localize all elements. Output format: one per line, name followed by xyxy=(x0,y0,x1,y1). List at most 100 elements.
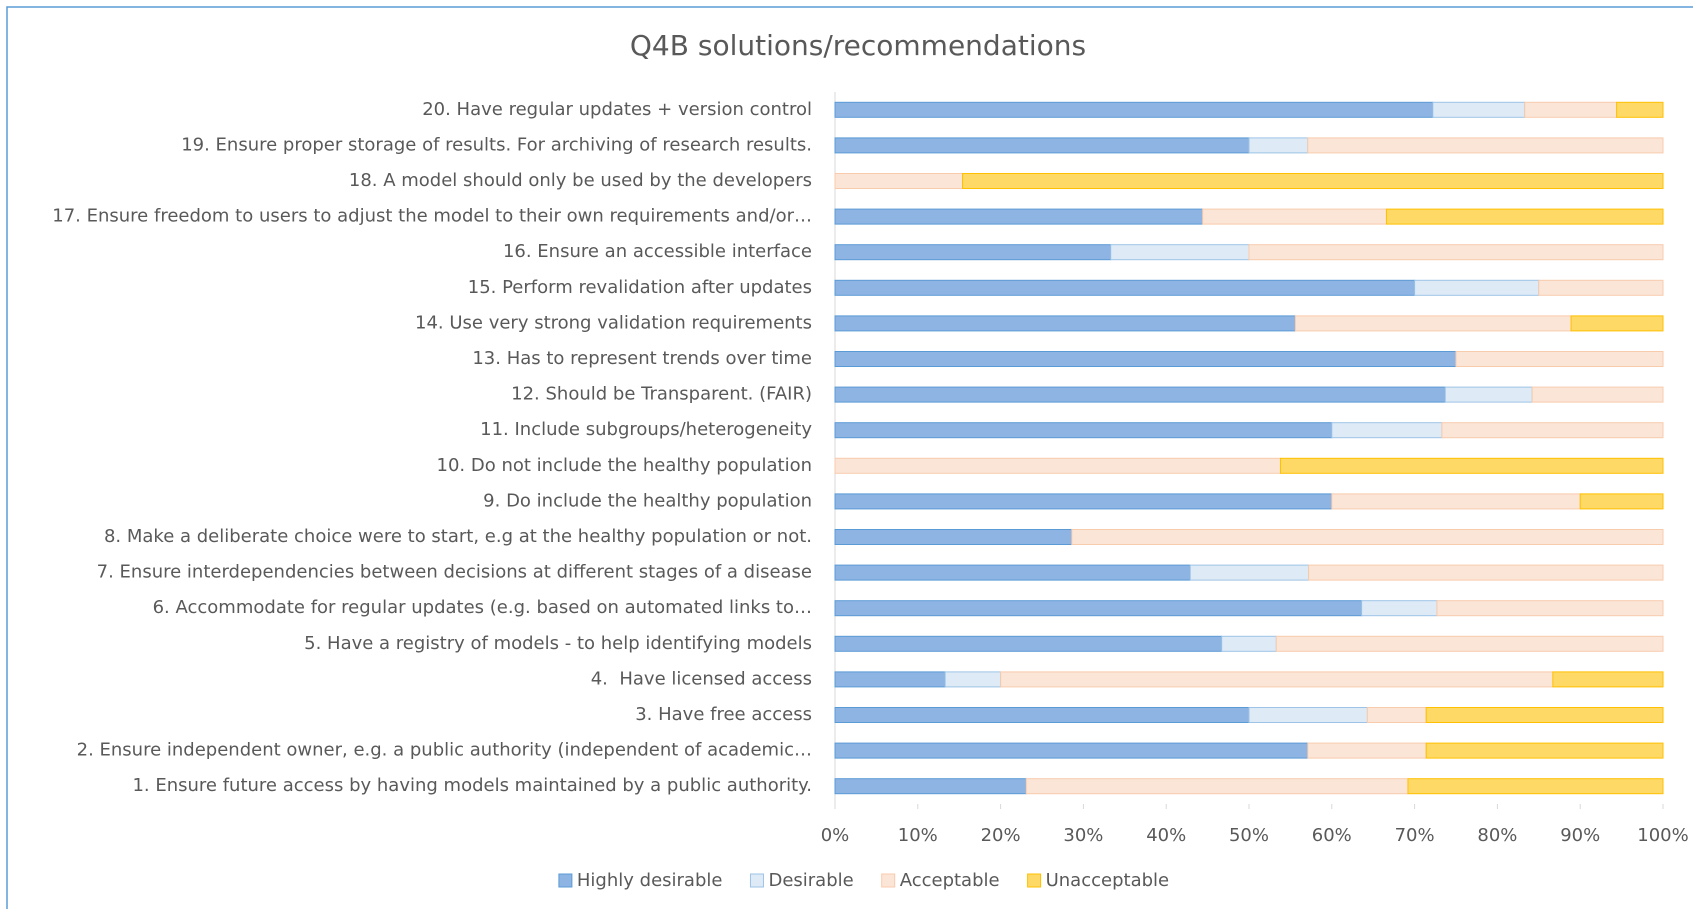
bar-segment xyxy=(1000,671,1554,688)
bar-segment xyxy=(1331,493,1581,510)
y-tick-label: 19. Ensure proper storage of results. Fo… xyxy=(181,134,812,155)
bar-segment xyxy=(834,778,1027,795)
bar-segment xyxy=(1331,422,1443,439)
bar-segment xyxy=(1444,386,1533,403)
bar-segment xyxy=(1436,600,1664,617)
bar-segment xyxy=(1407,778,1664,795)
bar-segment xyxy=(834,529,1073,545)
legend-label: Acceptable xyxy=(900,870,1000,891)
y-tick-label: 11. Include subgroups/heterogeneity xyxy=(480,419,812,440)
legend-swatch xyxy=(881,873,896,888)
bar-segment xyxy=(834,600,1363,617)
bar-segment xyxy=(944,671,1002,688)
bar-segment xyxy=(1552,671,1664,688)
bar-segment xyxy=(1294,315,1572,332)
x-tick-label: 40% xyxy=(1146,825,1186,846)
y-tick-label: 1. Ensure future access by having models… xyxy=(132,775,812,796)
bar-segment xyxy=(834,315,1296,332)
bar-segment xyxy=(1570,315,1664,332)
bar-segment xyxy=(1432,101,1526,118)
bar-segment xyxy=(1202,208,1387,225)
bar-segment xyxy=(834,707,1250,723)
bar-segment xyxy=(834,208,1204,225)
y-tick-label: 10. Do not include the healthy populatio… xyxy=(437,455,812,476)
y-tick-label: 9. Do include the healthy population xyxy=(483,490,812,511)
x-tick-label: 10% xyxy=(898,825,938,846)
legend-swatch xyxy=(558,873,573,888)
bar-segment xyxy=(1279,457,1664,474)
legend-label: Highly desirable xyxy=(577,870,723,891)
y-tick-label: 15. Perform revalidation after updates xyxy=(468,277,812,298)
legend: Highly desirable Desirable Acceptable Unacc… xyxy=(558,870,1170,891)
bar-segment xyxy=(1307,742,1427,759)
bar-segment xyxy=(1385,208,1664,225)
bar-segment xyxy=(1531,386,1664,403)
bar-segment xyxy=(834,279,1416,296)
bar-segment xyxy=(834,493,1333,510)
x-tick-label: 30% xyxy=(1063,825,1103,846)
y-tick-label: 4. Have licensed access xyxy=(591,668,812,689)
y-tick-label: 12. Should be Transparent. (FAIR) xyxy=(511,384,812,405)
x-tick-label: 80% xyxy=(1477,825,1517,846)
legend-swatch xyxy=(749,873,764,888)
bar-segment xyxy=(1579,493,1664,510)
x-tick-label: 70% xyxy=(1395,825,1435,846)
y-tick-label: 3. Have free access xyxy=(635,704,812,725)
bar-segment xyxy=(834,244,1112,261)
y-tick-label: 17. Ensure freedom to users to adjust th… xyxy=(52,206,812,227)
bar-segment xyxy=(1248,244,1664,261)
bar-segment xyxy=(1221,635,1277,652)
bar-segment xyxy=(834,457,1281,474)
y-tick-label: 20. Have regular updates + version contr… xyxy=(422,99,812,120)
y-tick-label: 6. Accommodate for regular updates (e.g.… xyxy=(153,597,812,618)
bar-segment xyxy=(1248,707,1368,723)
bar-segment xyxy=(1524,101,1618,118)
bar-segment xyxy=(834,173,964,189)
bar-segment xyxy=(1425,742,1664,759)
bar-segment xyxy=(834,137,1250,154)
legend-label: Unacceptable xyxy=(1046,870,1170,891)
y-tick-label: 5. Have a registry of models - to help i… xyxy=(304,633,812,654)
bar-segment xyxy=(1275,635,1664,652)
bar-segment xyxy=(1025,778,1409,795)
x-tick-label: 0% xyxy=(821,825,850,846)
bar-segment xyxy=(962,173,1664,189)
bar-segment xyxy=(834,635,1223,652)
bar-segment xyxy=(1110,244,1250,261)
bar-segment xyxy=(1414,279,1540,296)
bar-segment xyxy=(1425,707,1664,723)
bar-segment xyxy=(834,742,1309,759)
x-tick-label: 50% xyxy=(1229,825,1269,846)
bar-segment xyxy=(1616,101,1664,118)
y-tick-label: 13. Has to represent trends over time xyxy=(472,348,812,369)
x-tick-label: 20% xyxy=(981,825,1021,846)
bar-segment xyxy=(834,101,1434,118)
bar-segment xyxy=(1361,600,1438,617)
y-tick-label: 2. Ensure independent owner, e.g. a publ… xyxy=(77,740,812,761)
chart-title: Q4B solutions/recommendations xyxy=(630,29,1086,62)
bar-segment xyxy=(1308,564,1664,581)
legend-label: Desirable xyxy=(768,870,853,891)
bar-segment xyxy=(1366,707,1427,723)
bar-segment xyxy=(1441,422,1664,439)
bar-segment xyxy=(834,386,1446,403)
y-tick-label: 8. Make a deliberate choice were to star… xyxy=(104,526,812,547)
x-tick-label: 100% xyxy=(1637,825,1688,846)
y-tick-label: 7. Ensure interdependencies between deci… xyxy=(97,562,812,583)
bar-segment xyxy=(1307,137,1664,154)
x-tick-label: 60% xyxy=(1312,825,1352,846)
bar-segment xyxy=(1455,351,1664,367)
bar-segment xyxy=(834,422,1333,439)
bar-segment xyxy=(834,351,1457,367)
bar-segment xyxy=(1538,279,1664,296)
y-tick-label: 14. Use very strong validation requireme… xyxy=(415,312,812,333)
bar-segment xyxy=(834,671,946,688)
x-tick-label: 90% xyxy=(1560,825,1600,846)
legend-swatch xyxy=(1027,873,1042,888)
bar-segment xyxy=(1189,564,1310,581)
bar-segment xyxy=(1071,529,1664,545)
bar-segment xyxy=(1248,137,1309,154)
bar-segment xyxy=(834,564,1191,581)
y-tick-label: 18. A model should only be used by the d… xyxy=(349,170,812,191)
